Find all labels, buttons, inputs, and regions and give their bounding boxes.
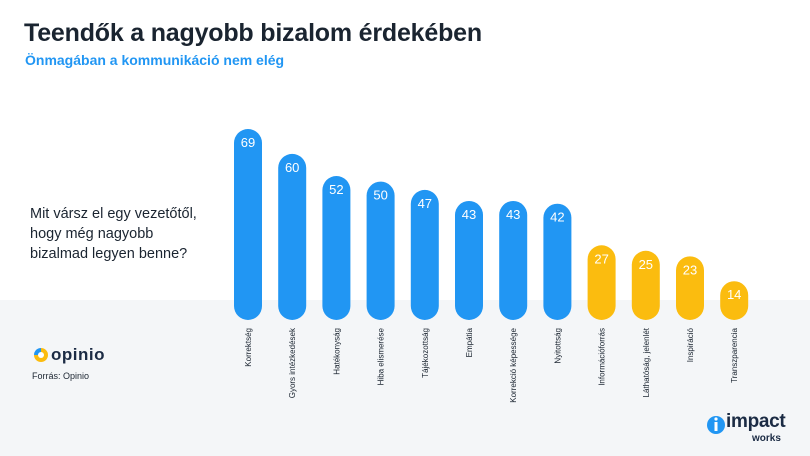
impact-logo-text: impact xyxy=(726,411,786,432)
bar-11 xyxy=(676,256,704,320)
source-note: Forrás: Opinio xyxy=(32,371,90,381)
bar-value-label-10: 25 xyxy=(639,257,653,272)
category-label-1: Korrektség xyxy=(244,328,253,367)
category-label-3: Hatékonyság xyxy=(332,328,341,375)
background-band xyxy=(0,300,810,456)
bar-value-label-1: 69 xyxy=(241,135,255,150)
bar-value-label-6: 43 xyxy=(462,207,476,222)
bar-7 xyxy=(499,200,528,320)
question-line-1: Mit vársz el egy vezetőtől, xyxy=(30,206,197,222)
category-label-10: Láthatóság, jelenlét xyxy=(642,327,651,397)
bar-value-label-9: 27 xyxy=(594,251,608,266)
survey-question: Mit vársz el egy vezetőtől, hogy még nag… xyxy=(30,204,230,264)
bar-value-label-7: 43 xyxy=(506,207,520,222)
bar-value-label-5: 47 xyxy=(418,196,432,211)
category-label-5: Tájékozottság xyxy=(421,328,430,378)
page-title: Teendők a nagyobb bizalom érdekében xyxy=(24,19,482,47)
question-line-3: bizalmad legyen benne? xyxy=(30,246,188,262)
bar-1 xyxy=(234,129,262,320)
category-label-7: Korrekció képessége xyxy=(509,327,518,402)
bar-4 xyxy=(366,181,395,320)
bar-value-label-12: 14 xyxy=(727,287,741,302)
category-label-4: Hiba elismerése xyxy=(377,327,386,385)
bar-10 xyxy=(631,250,660,320)
bar-value-label-8: 42 xyxy=(550,210,564,225)
works-logo-text: works xyxy=(752,433,781,444)
opinio-logo-text: opinio xyxy=(51,345,105,364)
category-label-6: Empátia xyxy=(465,327,474,357)
bar-5 xyxy=(410,189,439,320)
category-label-9: Információforrás xyxy=(598,328,607,386)
category-label-12: Transzparencia xyxy=(730,327,739,382)
bar-value-label-4: 50 xyxy=(373,188,387,203)
bar-9 xyxy=(587,245,616,320)
bar-12 xyxy=(720,281,749,320)
bar-3 xyxy=(322,176,351,320)
bar-value-label-2: 60 xyxy=(285,160,299,175)
question-line-2: hogy még nagyobb xyxy=(30,226,154,242)
opinio-logo: opinio xyxy=(33,345,105,365)
impact-logo-mark-icon xyxy=(707,416,725,434)
bar-value-label-3: 52 xyxy=(329,182,343,197)
bar-6 xyxy=(455,200,483,320)
category-label-2: Gyors intézkedések xyxy=(288,327,297,398)
opinio-logo-mark-icon xyxy=(34,348,48,362)
impact-works-logo: impact works xyxy=(706,411,796,447)
bar-8 xyxy=(543,203,572,320)
category-label-11: Inspiráció xyxy=(686,327,695,362)
page-subtitle: Önmagában a kommunikáció nem elég xyxy=(25,52,285,68)
bar-2 xyxy=(278,153,307,320)
bar-value-label-11: 23 xyxy=(683,262,697,277)
category-label-8: Nyitottság xyxy=(553,328,562,364)
